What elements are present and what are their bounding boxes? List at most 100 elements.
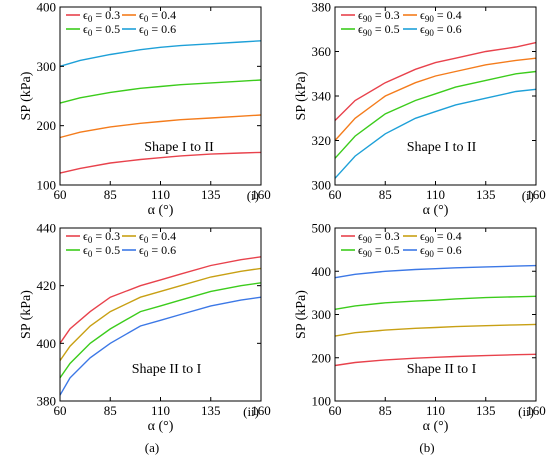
y-axis-label: SP (kPa) bbox=[19, 71, 34, 120]
legend-symbol: ϵ bbox=[420, 229, 425, 243]
legend-value: = 0.4 bbox=[434, 229, 462, 243]
x-tick-label: 160 bbox=[251, 187, 271, 202]
x-tick-label: 85 bbox=[379, 187, 392, 202]
x-tick-label: 135 bbox=[201, 187, 221, 202]
legend-subscript: 90 bbox=[363, 28, 373, 38]
legend-symbol: ϵ bbox=[420, 22, 425, 36]
panel-b-ii: 60 85 110 135 160 100 200 300 400 500 α (°) SP (kPa… bbox=[294, 221, 546, 435]
shape-annotation: Shape II to I bbox=[407, 362, 477, 377]
panel-label: (ii) bbox=[243, 404, 259, 419]
legend-subscript: 90 bbox=[425, 14, 435, 24]
legend-symbol: ϵ bbox=[358, 243, 363, 257]
legend-subscript: 0 bbox=[144, 14, 149, 24]
y-tick-label: 500 bbox=[312, 221, 332, 236]
x-tick-label: 85 bbox=[104, 403, 117, 418]
legend-value: = 0.3 bbox=[372, 8, 400, 22]
legend-subscript: 0 bbox=[88, 28, 93, 38]
y-tick-label: 340 bbox=[312, 89, 332, 104]
y-axis-label: SP (kPa) bbox=[294, 71, 309, 120]
legend-label: ϵ0 = 0.4 bbox=[139, 8, 176, 24]
legend-value: = 0.6 bbox=[148, 243, 176, 257]
legend-label: ϵ90 = 0.5 bbox=[358, 22, 400, 38]
y-tick-label: 200 bbox=[312, 350, 332, 365]
y-tick-label: 400 bbox=[312, 264, 332, 279]
series-line-3 bbox=[334, 295, 537, 310]
series-line-2 bbox=[334, 323, 537, 337]
caption-b: (b) bbox=[419, 440, 434, 455]
shape-annotation: Shape II to I bbox=[132, 362, 202, 377]
legend-symbol: ϵ bbox=[83, 243, 88, 257]
legend-symbol: ϵ bbox=[420, 8, 425, 22]
legend-value: = 0.4 bbox=[148, 229, 176, 243]
legend-value: = 0.5 bbox=[372, 22, 400, 36]
legend-symbol: ϵ bbox=[83, 229, 88, 243]
legend-value: = 0.3 bbox=[92, 8, 120, 22]
legend-label: ϵ90 = 0.5 bbox=[358, 243, 400, 259]
legend-subscript: 0 bbox=[144, 249, 149, 259]
series-line-3 bbox=[59, 79, 262, 104]
x-tick-label: 85 bbox=[104, 187, 117, 202]
legend-symbol: ϵ bbox=[358, 8, 363, 22]
legend-value: = 0.5 bbox=[372, 243, 400, 257]
panel-label: (ii) bbox=[518, 404, 534, 419]
legend-subscript: 0 bbox=[144, 235, 149, 245]
legend-label: ϵ0 = 0.5 bbox=[83, 243, 120, 259]
legend-item: ϵ90 = 0.4 bbox=[403, 8, 462, 24]
legend-item: ϵ0 = 0.5 bbox=[66, 22, 120, 38]
legend-item: ϵ0 = 0.4 bbox=[122, 8, 176, 24]
legend-item: ϵ0 = 0.6 bbox=[122, 243, 176, 259]
legend-label: ϵ0 = 0.6 bbox=[139, 243, 176, 259]
legend-value: = 0.6 bbox=[434, 22, 462, 36]
panel-label: (i) bbox=[247, 188, 259, 203]
legend-symbol: ϵ bbox=[139, 229, 144, 243]
x-tick-label: 160 bbox=[251, 403, 271, 418]
x-tick-label: 110 bbox=[151, 187, 170, 202]
x-tick-label: 160 bbox=[526, 403, 546, 418]
legend-value: = 0.5 bbox=[92, 243, 120, 257]
y-tick-label: 100 bbox=[312, 394, 332, 409]
legend-item: ϵ90 = 0.4 bbox=[403, 229, 462, 245]
x-tick-label: 110 bbox=[151, 403, 170, 418]
x-tick-label: 85 bbox=[379, 403, 392, 418]
series-line-1 bbox=[334, 353, 537, 367]
legend-symbol: ϵ bbox=[358, 229, 363, 243]
legend-label: ϵ0 = 0.3 bbox=[83, 8, 120, 24]
series-line-4 bbox=[59, 40, 262, 67]
y-tick-label: 300 bbox=[312, 178, 332, 193]
legend-value: = 0.6 bbox=[148, 22, 176, 36]
series-line-3 bbox=[334, 70, 537, 159]
legend-label: ϵ90 = 0.6 bbox=[420, 243, 462, 259]
legend-item: ϵ0 = 0.4 bbox=[122, 229, 176, 245]
legend-item: ϵ90 = 0.5 bbox=[341, 243, 400, 259]
y-axis-label: SP (kPa) bbox=[19, 290, 34, 339]
legend-item: ϵ90 = 0.6 bbox=[403, 22, 462, 38]
series-line-2 bbox=[59, 114, 262, 139]
series-line-1 bbox=[334, 41, 537, 121]
x-axis-label: α (°) bbox=[423, 203, 449, 218]
y-tick-label: 420 bbox=[37, 278, 57, 293]
y-tick-label: 100 bbox=[37, 178, 57, 193]
x-tick-label: 110 bbox=[426, 187, 445, 202]
legend-symbol: ϵ bbox=[83, 22, 88, 36]
x-tick-label: 135 bbox=[201, 403, 221, 418]
legend-subscript: 0 bbox=[88, 14, 93, 24]
panel-a-i: 60 85 110 135 160 100 200 300 400 α (°) SP (kPa) (i… bbox=[19, 0, 271, 218]
series-line-3 bbox=[59, 282, 262, 379]
legend-item: ϵ90 = 0.6 bbox=[403, 243, 462, 259]
series-line-4 bbox=[334, 264, 537, 279]
legend-symbol: ϵ bbox=[139, 8, 144, 22]
x-axis-label: α (°) bbox=[148, 419, 174, 434]
x-tick-label: 135 bbox=[476, 187, 496, 202]
legend-item: ϵ90 = 0.5 bbox=[341, 22, 400, 38]
legend-item: ϵ0 = 0.3 bbox=[66, 229, 120, 245]
series-line-1 bbox=[59, 256, 262, 344]
series-line-2 bbox=[59, 267, 262, 361]
series-line-4 bbox=[59, 296, 262, 396]
shape-annotation: Shape I to II bbox=[144, 140, 214, 155]
legend-subscript: 90 bbox=[363, 14, 373, 24]
legend-item: ϵ0 = 0.3 bbox=[66, 8, 120, 24]
series-line-2 bbox=[334, 57, 537, 141]
legend-label: ϵ90 = 0.3 bbox=[358, 229, 400, 245]
y-tick-label: 380 bbox=[312, 0, 332, 15]
